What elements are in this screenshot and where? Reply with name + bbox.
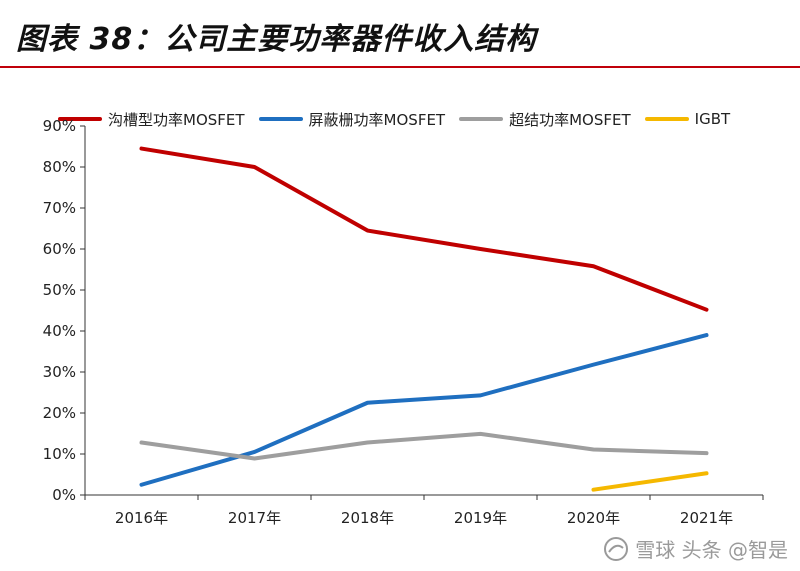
- title-divider: [0, 66, 800, 68]
- y-tick-label: 30%: [43, 363, 76, 381]
- legend-swatch: [58, 117, 102, 121]
- y-tick-label: 80%: [43, 158, 76, 176]
- x-tick-label: 2021年: [680, 509, 733, 527]
- watermark: 雪球 头条 @智是: [603, 534, 788, 563]
- legend-swatch: [258, 117, 303, 121]
- page-title: 图表 38：公司主要功率器件收入结构: [16, 22, 537, 57]
- legend-label: 沟槽型功率MOSFET: [108, 110, 245, 129]
- y-tick-label: 90%: [43, 117, 76, 135]
- watermark-text: 雪球 头条 @智是: [635, 538, 788, 562]
- series-line: [139, 333, 709, 487]
- series-line: [139, 146, 709, 312]
- y-tick-label: 0%: [52, 486, 76, 504]
- x-tick-label: 2016年: [115, 509, 168, 527]
- series-line: [591, 471, 709, 492]
- legend-item: 超结功率MOSFET: [459, 109, 631, 130]
- x-tick-label: 2020年: [567, 509, 620, 527]
- y-tick-label: 50%: [43, 281, 76, 299]
- legend-item: 沟槽型功率MOSFET: [58, 109, 245, 130]
- snowball-icon: [604, 536, 629, 561]
- x-tick-label: 2017年: [228, 509, 281, 527]
- legend-item: IGBT: [644, 110, 731, 128]
- y-tick-label: 40%: [43, 322, 76, 340]
- y-tick-label: 10%: [43, 445, 76, 463]
- legend-swatch: [644, 117, 689, 121]
- legend-swatch: [459, 117, 504, 121]
- legend-label: 超结功率MOSFET: [509, 110, 631, 129]
- x-tick-label: 2018年: [341, 509, 394, 527]
- y-tick-label: 70%: [43, 199, 76, 217]
- legend-label: IGBT: [694, 110, 731, 128]
- y-tick-label: 20%: [43, 404, 76, 422]
- legend-item: 屏蔽栅功率MOSFET: [258, 109, 446, 130]
- header: 图表 38：公司主要功率器件收入结构: [0, 0, 800, 68]
- legend-label: 屏蔽栅功率MOSFET: [308, 110, 446, 129]
- y-tick-label: 60%: [43, 240, 76, 258]
- x-tick-label: 2019年: [454, 509, 507, 527]
- chart-legend: 沟槽型功率MOSFET 屏蔽栅功率MOSFET 超结功率MOSFET IGBT: [58, 108, 730, 130]
- series-line: [139, 431, 709, 461]
